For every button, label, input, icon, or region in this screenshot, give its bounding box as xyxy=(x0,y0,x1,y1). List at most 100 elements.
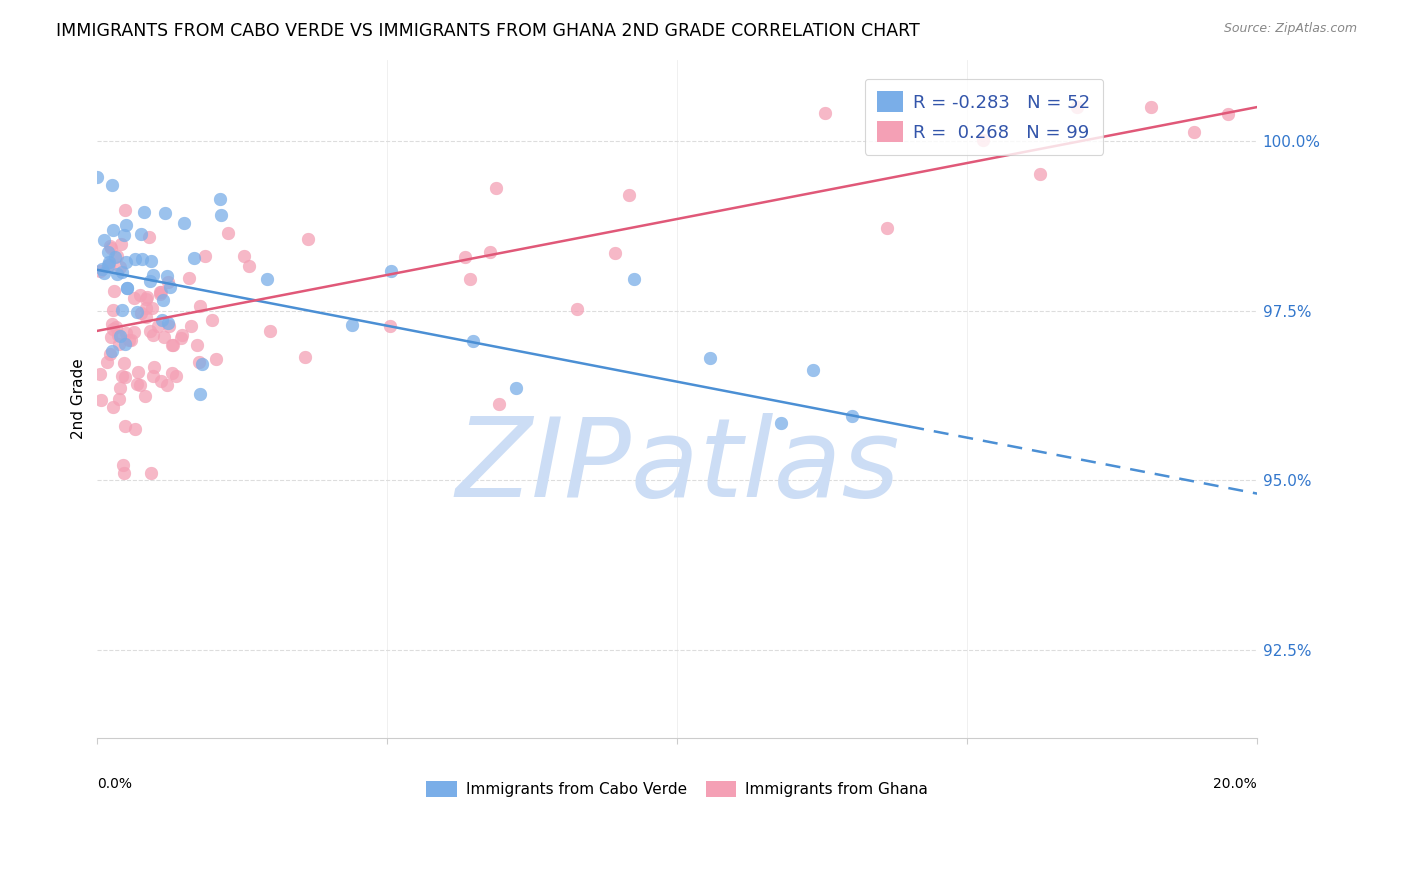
Point xyxy=(135,289,157,303)
Point xyxy=(124,422,146,436)
Point xyxy=(105,249,128,263)
Point xyxy=(128,378,150,392)
Point xyxy=(148,285,170,299)
Point xyxy=(89,264,111,278)
Point xyxy=(453,250,475,264)
Point xyxy=(160,366,183,380)
Point xyxy=(155,377,177,392)
Point xyxy=(98,347,121,361)
Point xyxy=(1218,107,1240,121)
Point xyxy=(132,205,155,219)
Point xyxy=(180,319,202,334)
Point xyxy=(97,258,120,272)
Point xyxy=(124,252,146,266)
Point xyxy=(105,267,128,281)
Point xyxy=(114,228,136,243)
Point xyxy=(188,299,211,313)
Point xyxy=(101,318,124,332)
Point xyxy=(91,262,114,277)
Point xyxy=(101,223,124,237)
Point xyxy=(157,319,180,334)
Point xyxy=(294,350,316,364)
Point xyxy=(86,169,108,184)
Point xyxy=(138,229,160,244)
Point xyxy=(972,133,994,147)
Point xyxy=(97,258,120,272)
Point xyxy=(876,221,898,235)
Point xyxy=(165,369,187,384)
Point xyxy=(110,328,132,343)
Point xyxy=(103,284,125,298)
Point xyxy=(129,227,152,241)
Point xyxy=(122,326,145,340)
Point xyxy=(801,363,824,377)
Point xyxy=(131,252,153,266)
Point xyxy=(117,281,139,295)
Point xyxy=(93,266,115,280)
Point xyxy=(114,418,136,433)
Point xyxy=(127,377,149,392)
Y-axis label: 2nd Grade: 2nd Grade xyxy=(72,359,86,439)
Point xyxy=(141,301,163,315)
Point xyxy=(97,245,120,260)
Point xyxy=(256,272,278,286)
Point xyxy=(179,271,201,285)
Point xyxy=(135,292,157,306)
Point xyxy=(142,368,165,383)
Point xyxy=(135,301,157,315)
Point xyxy=(148,318,170,333)
Point xyxy=(259,324,281,338)
Point xyxy=(841,409,863,424)
Point xyxy=(142,268,165,283)
Point xyxy=(201,313,224,327)
Point xyxy=(1140,100,1163,114)
Point xyxy=(149,287,172,301)
Point xyxy=(127,365,149,379)
Point xyxy=(619,188,641,202)
Point xyxy=(505,381,527,395)
Point xyxy=(340,318,363,332)
Point xyxy=(699,351,721,365)
Point xyxy=(567,302,589,317)
Text: IMMIGRANTS FROM CABO VERDE VS IMMIGRANTS FROM GHANA 2ND GRADE CORRELATION CHART: IMMIGRANTS FROM CABO VERDE VS IMMIGRANTS… xyxy=(56,22,920,40)
Point xyxy=(108,381,131,395)
Point xyxy=(479,245,502,260)
Point xyxy=(127,305,149,319)
Point xyxy=(134,389,156,403)
Point xyxy=(98,254,121,268)
Point xyxy=(89,367,111,381)
Text: 20.0%: 20.0% xyxy=(1213,777,1257,790)
Point xyxy=(169,331,191,345)
Point xyxy=(485,181,508,195)
Point xyxy=(111,302,134,317)
Point xyxy=(488,397,510,411)
Point xyxy=(160,338,183,352)
Point xyxy=(114,218,136,232)
Point xyxy=(139,325,162,339)
Point xyxy=(1066,100,1088,114)
Point xyxy=(114,337,136,351)
Point xyxy=(152,312,174,326)
Point xyxy=(297,232,319,246)
Point xyxy=(112,356,135,370)
Point xyxy=(128,288,150,302)
Point xyxy=(108,260,131,274)
Point xyxy=(107,337,129,351)
Point xyxy=(170,327,193,342)
Point xyxy=(111,265,134,279)
Point xyxy=(461,334,484,348)
Point xyxy=(156,276,179,290)
Point xyxy=(115,326,138,340)
Point xyxy=(129,306,152,320)
Point xyxy=(194,249,217,263)
Point xyxy=(162,338,184,352)
Point xyxy=(135,310,157,325)
Point xyxy=(101,400,124,414)
Text: Source: ZipAtlas.com: Source: ZipAtlas.com xyxy=(1223,22,1357,36)
Point xyxy=(770,417,793,431)
Point xyxy=(183,251,205,265)
Point xyxy=(111,369,134,384)
Point xyxy=(100,330,122,344)
Point xyxy=(115,254,138,268)
Point xyxy=(114,370,136,384)
